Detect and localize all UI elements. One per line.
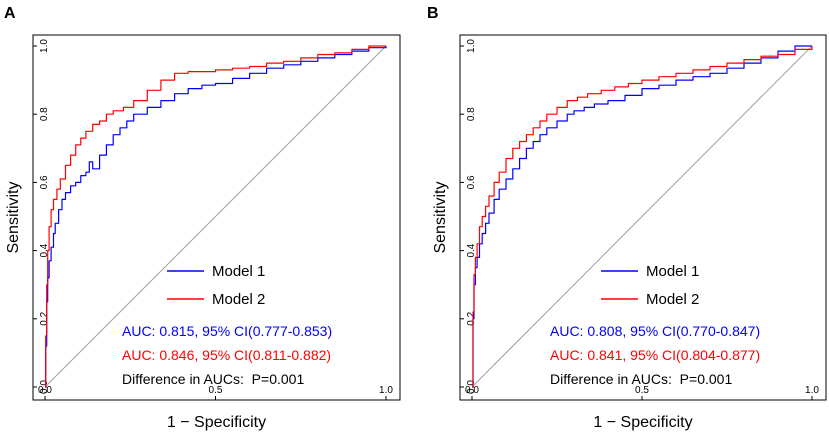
- x-axis-title: 1 − Specificity: [593, 414, 692, 431]
- x-tick-label: 0.0: [38, 385, 52, 396]
- y-tick-label: 0.8: [466, 107, 477, 121]
- y-tick-label: 0.8: [39, 107, 50, 121]
- y-tick-label: 1.0: [39, 39, 50, 53]
- reference-diagonal: [471, 45, 813, 388]
- auc-difference: Difference in AUCs: P=0.001: [550, 371, 732, 387]
- roc-curve-model-1: [45, 46, 387, 388]
- panel-a: A0.0 0.5 1.00.00.20.40.60.81.01 − Specific…: [4, 5, 401, 431]
- x-tick-label: 1.0: [379, 385, 393, 396]
- reference-diagonal: [44, 45, 387, 388]
- legend-label: Model 2: [212, 291, 265, 308]
- roc-curve-model-1: [472, 45, 812, 388]
- plot-frame: [459, 34, 827, 401]
- y-tick-label: 0.2: [466, 311, 477, 325]
- auc-annotation-model-1: AUC: 0.808, 95% CI(0.770-0.847): [550, 323, 760, 339]
- y-tick-label: 0.2: [39, 311, 50, 325]
- x-tick-label: 0.0: [465, 385, 479, 396]
- y-axis-title: Sensitivity: [5, 181, 22, 253]
- y-tick-label: 1.0: [466, 39, 477, 53]
- y-tick-label: 0.6: [466, 175, 477, 189]
- auc-annotation-model-2: AUC: 0.846, 95% CI(0.811-0.882): [122, 347, 331, 363]
- x-tick-label: 0.5: [209, 385, 223, 396]
- legend-label: Model 1: [212, 263, 265, 280]
- auc-difference: Difference in AUCs: P=0.001: [122, 371, 304, 387]
- x-axis-title: 1 − Specificity: [167, 414, 266, 431]
- roc-curve-model-2: [45, 45, 386, 388]
- x-tick-label: 1.0: [805, 385, 819, 396]
- y-axis-title: Sensitivity: [432, 181, 449, 253]
- panel-b: B0.0 0.5 1.00.00.20.40.60.81.01 − Specific…: [427, 5, 827, 431]
- panel-letter: B: [427, 5, 439, 22]
- x-tick-label: 0.5: [635, 385, 649, 396]
- y-tick-label: 0.4: [39, 243, 50, 257]
- auc-annotation-model-2: AUC: 0.841, 95% CI(0.804-0.877): [550, 347, 760, 363]
- y-tick-label: 0.4: [466, 243, 477, 257]
- legend-label: Model 2: [646, 291, 699, 308]
- panel-letter: A: [4, 5, 16, 22]
- auc-annotation-model-1: AUC: 0.815, 95% CI(0.777-0.853): [122, 323, 332, 339]
- legend-label: Model 1: [646, 263, 699, 280]
- plot-frame: [32, 34, 401, 401]
- y-tick-label: 0.0: [466, 380, 477, 394]
- roc-curve-model-2: [472, 46, 813, 388]
- y-tick-label: 0.6: [39, 175, 50, 189]
- y-tick-label: 0.0: [39, 380, 50, 394]
